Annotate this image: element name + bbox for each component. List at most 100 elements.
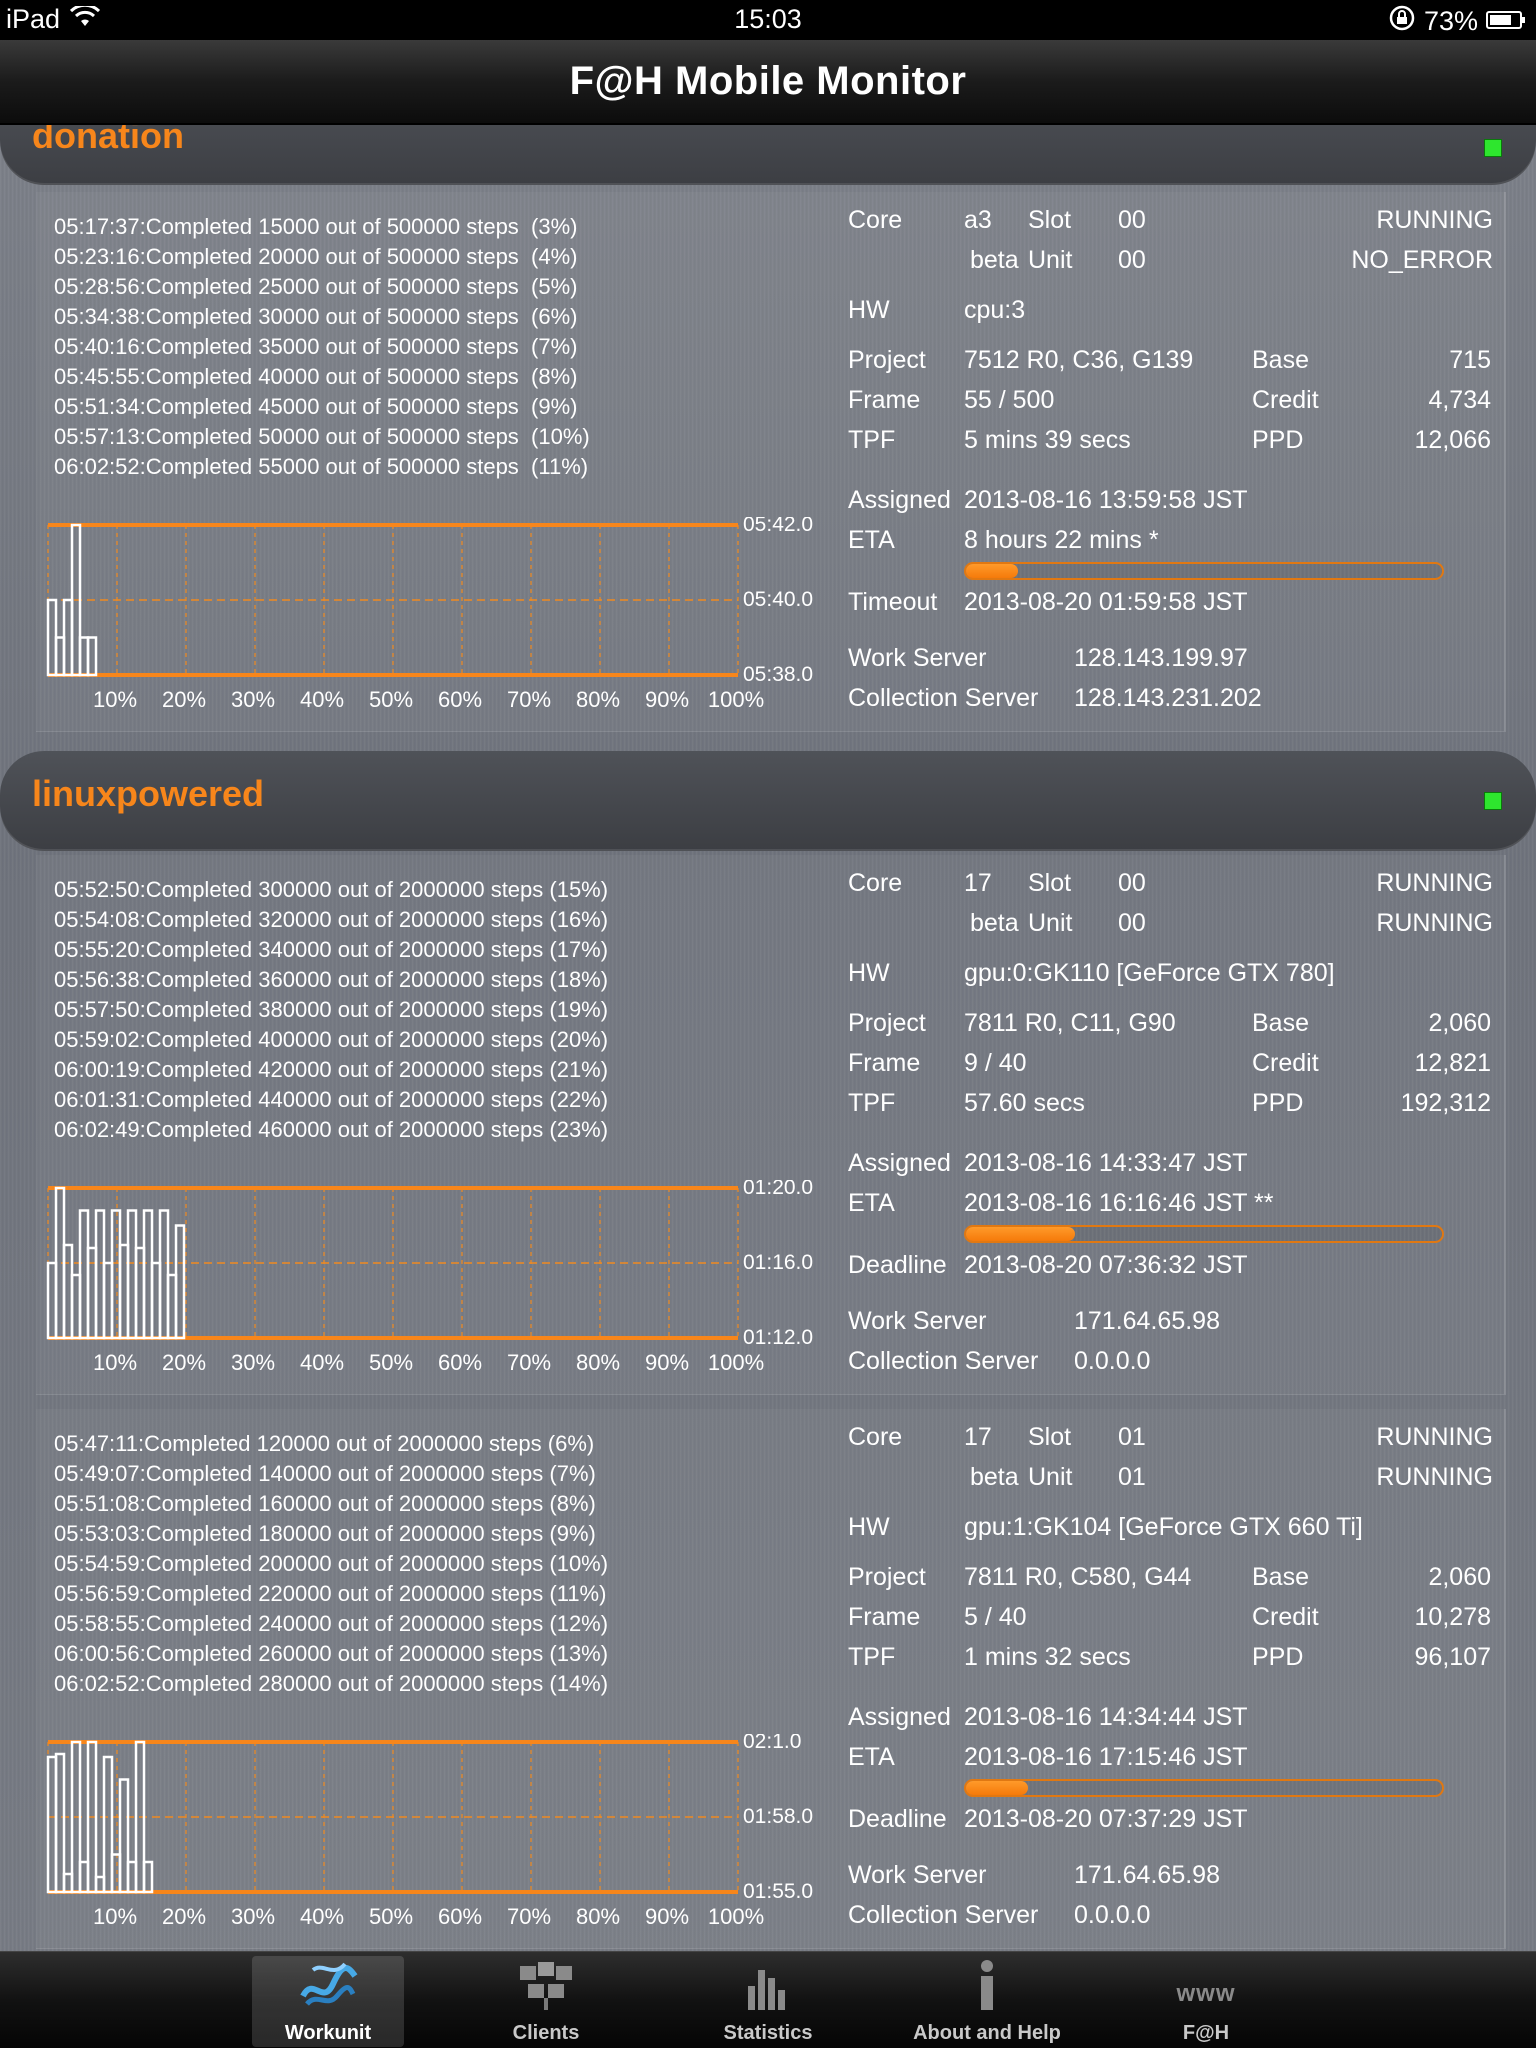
x-tick-label: 90% xyxy=(645,1904,689,1929)
core-value: 17 xyxy=(964,1423,992,1451)
chart-bar xyxy=(70,1740,82,1894)
slot-label: Slot xyxy=(1028,1423,1072,1451)
tpf-value: 1 mins 32 secs xyxy=(964,1643,1131,1671)
status-bar: iPad 15:03 73% xyxy=(0,0,1536,40)
y-tick-label: 01:16.0 xyxy=(743,1251,813,1274)
log-line: 06:01:31:Completed 440000 out of 2000000… xyxy=(54,1087,609,1112)
tab-about-help[interactable]: About and Help xyxy=(912,1956,1062,2047)
frame-time-chart: 01:20.0 01:16.0 01:12.0 10% 20% 30% 40% 50% 60% 7… xyxy=(46,1180,813,1375)
x-tick-label: 80% xyxy=(576,1904,620,1929)
slot-label: Slot xyxy=(1028,869,1072,897)
base-label: Base xyxy=(1252,1009,1309,1037)
error-value: RUNNING xyxy=(1376,1463,1493,1491)
log-line: 06:02:52:Completed 280000 out of 2000000… xyxy=(54,1671,609,1696)
group-header-donation[interactable]: donation xyxy=(0,125,1536,185)
client-online-indicator xyxy=(1484,792,1502,810)
assigned-label: Assigned xyxy=(848,1703,951,1731)
workunit-progress-bar xyxy=(964,1779,1444,1797)
x-tick-label: 10% xyxy=(93,687,137,712)
tpf-label: TPF xyxy=(848,1089,896,1117)
core-label: Core xyxy=(848,1423,903,1451)
work-server-value: 128.143.199.97 xyxy=(1074,644,1248,672)
assigned-value: 2013-08-16 13:59:58 JST xyxy=(964,486,1248,514)
y-tick-label: 01:12.0 xyxy=(743,1326,813,1349)
progress-fill xyxy=(966,1781,1028,1795)
hw-value: cpu:3 xyxy=(964,296,1026,324)
log-line: 05:51:34:Completed 45000 out of 500000 s… xyxy=(54,394,578,419)
chart-bar xyxy=(54,1752,66,1894)
x-tick-label: 60% xyxy=(438,1350,482,1375)
credit-value: 4,734 xyxy=(1428,386,1491,414)
slot-label: Slot xyxy=(1028,206,1072,234)
x-tick-label: 70% xyxy=(507,1904,551,1929)
statistics-icon xyxy=(742,1958,794,2022)
hw-value: gpu:0:GK110 [GeForce GTX 780] xyxy=(964,959,1335,987)
hw-label: HW xyxy=(848,296,890,324)
collection-server-label: Collection Server xyxy=(848,1347,1039,1375)
unit-label: Unit xyxy=(1028,1463,1073,1491)
workunit-panel[interactable]: 05:17:37:Completed 15000 out of 500000 s… xyxy=(36,192,1506,732)
log-line: 05:51:08:Completed 160000 out of 2000000… xyxy=(54,1491,596,1516)
tab-label: Clients xyxy=(512,2022,580,2044)
y-tick-label: 01:20.0 xyxy=(743,1180,813,1199)
log-line: 05:56:38:Completed 360000 out of 2000000… xyxy=(54,967,609,992)
frame-label: Frame xyxy=(848,1049,921,1077)
assigned-value: 2013-08-16 14:34:44 JST xyxy=(964,1703,1248,1731)
eta-label: ETA xyxy=(848,526,895,554)
eta-value: 2013-08-16 16:16:46 JST ** xyxy=(964,1189,1274,1217)
tab-statistics[interactable]: Statistics xyxy=(692,1956,844,2047)
frame-label: Frame xyxy=(848,1603,921,1631)
log-line: 05:49:07:Completed 140000 out of 2000000… xyxy=(54,1461,596,1486)
tab-clients[interactable]: Clients xyxy=(470,1956,622,2047)
log-line: 05:59:02:Completed 400000 out of 2000000… xyxy=(54,1027,609,1052)
credit-label: Credit xyxy=(1252,1603,1319,1631)
work-server-label: Work Server xyxy=(848,1307,987,1335)
workunit-panel[interactable]: 05:47:11:Completed 120000 out of 2000000… xyxy=(36,1409,1506,1949)
work-server-value: 171.64.65.98 xyxy=(1074,1861,1220,1889)
x-tick-label: 90% xyxy=(645,1350,689,1375)
beta-label: beta xyxy=(970,909,1019,937)
workunit-panel[interactable]: 05:52:50:Completed 300000 out of 2000000… xyxy=(36,855,1506,1395)
tab-label: Workunit xyxy=(284,2022,372,2044)
unit-value: 00 xyxy=(1118,246,1146,274)
tpf-value: 5 mins 39 secs xyxy=(964,426,1131,454)
x-tick-label: 20% xyxy=(162,1350,206,1375)
tab-label: About and Help xyxy=(913,2022,1061,2044)
unit-label: Unit xyxy=(1028,246,1073,274)
log-line: 05:54:08:Completed 320000 out of 2000000… xyxy=(54,907,609,932)
frame-value: 55 / 500 xyxy=(964,386,1055,414)
workunit-list[interactable]: donation linuxpowered 05:17:37:Completed… xyxy=(0,125,1536,1951)
work-server-label: Work Server xyxy=(848,644,987,672)
group-header-linuxpowered[interactable]: linuxpowered xyxy=(0,751,1536,851)
x-tick-label: 60% xyxy=(438,1904,482,1929)
tab-workunit[interactable]: Workunit xyxy=(252,1956,404,2047)
project-label: Project xyxy=(848,1563,926,1591)
wifi-icon xyxy=(69,3,101,35)
log-line: 06:02:49:Completed 460000 out of 2000000… xyxy=(54,1117,609,1142)
clock: 15:03 xyxy=(734,4,802,34)
project-value: 7512 R0, C36, G139 xyxy=(964,346,1194,374)
eta-label: ETA xyxy=(848,1189,895,1217)
credit-label: Credit xyxy=(1252,1049,1319,1077)
www-icon: www xyxy=(1176,1980,1236,2007)
collection-server-value: 0.0.0.0 xyxy=(1074,1901,1151,1929)
y-tick-label: 01:55.0 xyxy=(743,1880,813,1903)
progress-log: 05:52:50:Completed 300000 out of 2000000… xyxy=(54,875,608,1145)
core-label: Core xyxy=(848,869,903,897)
assigned-value: 2013-08-16 14:33:47 JST xyxy=(964,1149,1248,1177)
log-line: 05:54:59:Completed 200000 out of 2000000… xyxy=(54,1551,609,1576)
x-tick-label: 40% xyxy=(300,1350,344,1375)
x-tick-label: 10% xyxy=(93,1350,137,1375)
x-tick-label: 50% xyxy=(369,1350,413,1375)
page-title: F@H Mobile Monitor xyxy=(569,59,967,103)
project-label: Project xyxy=(848,346,926,374)
limit-label: Deadline xyxy=(848,1805,947,1833)
progress-fill xyxy=(966,564,1019,578)
tab-fah[interactable]: www F@H xyxy=(1130,1956,1282,2047)
frame-time-chart: 02:1.0 01:58.0 01:55.0 10% 20% 30% 40% 50% 60% 70… xyxy=(46,1734,813,1929)
ppd-value: 192,312 xyxy=(1400,1089,1491,1117)
x-tick-label: 10% xyxy=(93,1904,137,1929)
x-tick-label: 70% xyxy=(507,1350,551,1375)
slot-value: 00 xyxy=(1118,869,1146,897)
chart-bar xyxy=(86,1740,98,1894)
